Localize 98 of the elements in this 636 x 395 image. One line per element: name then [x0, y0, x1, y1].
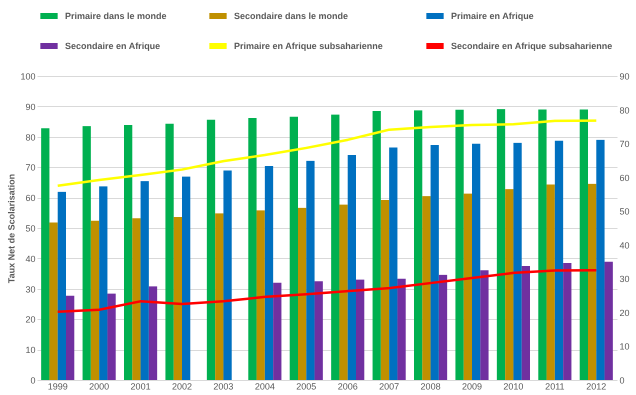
- y-tick-label: 0: [30, 376, 36, 386]
- y-tick-label: 90: [25, 102, 36, 112]
- bar: [298, 208, 306, 380]
- bar: [438, 274, 448, 380]
- y-tick-label: 40: [25, 254, 36, 264]
- bar: [206, 120, 216, 380]
- bar: [264, 166, 274, 380]
- bar: [380, 200, 390, 380]
- y-axis-title: Taux Net de Scolarisation: [6, 174, 16, 284]
- bar: [348, 155, 356, 380]
- y2-tick-label: 70: [620, 139, 630, 150]
- x-tick-label: 2012: [586, 382, 606, 392]
- x-tick-label: 2003: [213, 382, 234, 392]
- legend-label: Primaire en Afrique: [451, 11, 534, 21]
- legend-label: Primaire en Afrique subsaharienne: [234, 41, 383, 51]
- bar: [256, 210, 265, 380]
- y2-tick-label: 80: [620, 105, 630, 116]
- x-tick-label: 1999: [48, 382, 68, 392]
- bar: [464, 194, 472, 380]
- bar: [339, 204, 348, 380]
- bar: [215, 213, 224, 380]
- legend-label: Primaire dans le monde: [65, 11, 167, 21]
- x-tick-label: 2010: [503, 382, 524, 392]
- bar: [480, 270, 489, 380]
- y2-tick-label: 40: [620, 240, 630, 250]
- bar: [66, 296, 74, 380]
- bar: [182, 176, 190, 380]
- y2-tick-label: 60: [620, 172, 630, 183]
- bar: [389, 147, 398, 380]
- legend-label: Secondaire en Afrique: [65, 41, 160, 51]
- bar: [58, 192, 66, 380]
- bar: [554, 140, 564, 380]
- y-tick-label: 10: [25, 345, 36, 356]
- x-tick-label: 2002: [172, 382, 192, 392]
- x-tick-label: 2001: [130, 382, 151, 392]
- y2-tick-label: 30: [620, 274, 630, 284]
- bar: [306, 160, 315, 380]
- bar: [82, 126, 91, 380]
- bar: [505, 189, 514, 380]
- bar: [397, 278, 406, 380]
- x-tick-label: 2000: [89, 382, 110, 392]
- bar: [372, 110, 381, 380]
- bar: [522, 266, 530, 380]
- bar: [472, 144, 480, 380]
- bar: [331, 114, 340, 380]
- bar: [148, 286, 158, 380]
- bar: [140, 181, 149, 380]
- bar: [165, 124, 174, 380]
- x-tick-label: 2008: [420, 382, 441, 392]
- bar: [538, 109, 547, 380]
- bar: [414, 110, 422, 380]
- bar: [430, 145, 439, 380]
- x-tick-label: 2011: [545, 382, 565, 392]
- bar: [248, 118, 257, 380]
- bar: [596, 140, 605, 380]
- y2-tick-label: 20: [620, 308, 630, 318]
- line-series: [56, 268, 598, 314]
- legend-label: Secondaire dans le monde: [234, 11, 348, 21]
- bar: [132, 218, 141, 380]
- bar: [99, 186, 108, 380]
- y2-tick-label: 50: [620, 206, 630, 217]
- bar: [356, 280, 364, 380]
- y2-tick-label: 90: [620, 72, 630, 82]
- bar: [41, 128, 50, 380]
- x-tick-label: 2009: [462, 382, 482, 392]
- x-tick-label: 2006: [338, 382, 358, 392]
- legend-label: Secondaire en Afrique subsaharienne: [451, 41, 612, 51]
- bar: [580, 109, 588, 380]
- y2-tick-label: 10: [620, 342, 630, 352]
- y-tick-label: 80: [25, 132, 36, 142]
- bar: [314, 281, 323, 380]
- bar: [588, 184, 596, 380]
- bar: [546, 184, 555, 380]
- line-series: [56, 119, 598, 188]
- y2-tick-label: 0: [620, 376, 625, 386]
- bar: [604, 262, 613, 380]
- bar: [223, 170, 232, 380]
- bar: [90, 220, 100, 380]
- y-tick-label: 20: [25, 314, 36, 325]
- x-tick-label: 2007: [379, 382, 400, 392]
- y-tick-label: 100: [20, 72, 36, 82]
- bar: [107, 294, 116, 380]
- bar: [273, 282, 282, 380]
- bar: [174, 217, 182, 380]
- y-tick-label: 50: [25, 224, 36, 234]
- x-tick-label: 2005: [296, 382, 316, 392]
- bar: [513, 142, 522, 380]
- bar: [455, 110, 464, 380]
- bar: [124, 124, 132, 380]
- y-tick-label: 30: [25, 284, 36, 294]
- bar: [563, 262, 572, 380]
- y-tick-label: 60: [25, 193, 36, 204]
- y-tick-label: 70: [25, 162, 36, 173]
- bar: [49, 222, 58, 380]
- bar: [496, 109, 506, 380]
- bar: [422, 196, 431, 380]
- bar: [290, 116, 298, 380]
- x-tick-label: 2004: [254, 382, 275, 392]
